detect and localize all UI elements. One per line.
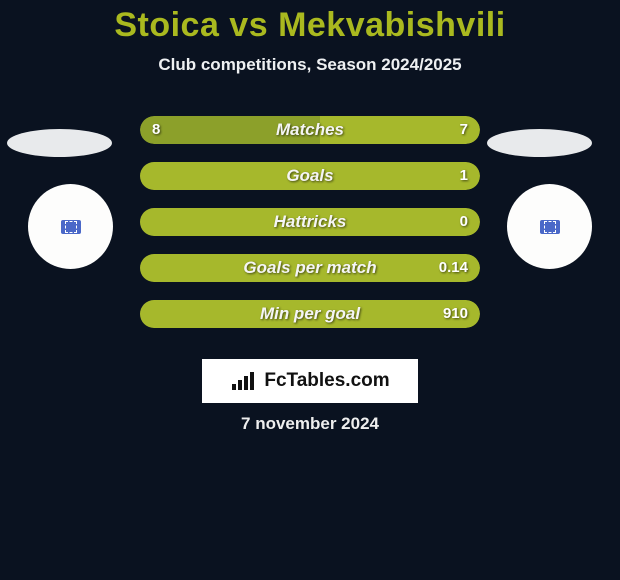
stat-label: Hattricks [140,208,480,236]
stat-value-right: 0.14 [439,254,468,282]
stat-row: Min per goal910 [140,300,480,328]
stat-row: Goals per match0.14 [140,254,480,282]
stat-value-right: 7 [460,116,468,144]
stat-label: Min per goal [140,300,480,328]
stat-label: Goals [140,162,480,190]
stat-label: Goals per match [140,254,480,282]
stat-value-right: 910 [443,300,468,328]
stat-label: Matches [140,116,480,144]
stat-value-right: 1 [460,162,468,190]
stat-row: Goals1 [140,162,480,190]
stat-row: Hattricks0 [140,208,480,236]
stat-row: Matches8 7 [140,116,480,144]
bars-icon [230,370,258,392]
page-title: Stoica vs Mekvabishvili [0,6,620,45]
fctables-watermark: FcTables.com [202,359,418,403]
stats-comparison: Matches8 7 Goals1 Hattricks0 Goals per match… [0,116,620,346]
page-subtitle: Club competitions, Season 2024/2025 [0,55,620,75]
snapshot-date: 7 november 2024 [0,414,620,434]
stat-value-right: 0 [460,208,468,236]
fctables-label: FcTables.com [264,370,389,392]
stat-value-left: 8 [152,116,160,144]
